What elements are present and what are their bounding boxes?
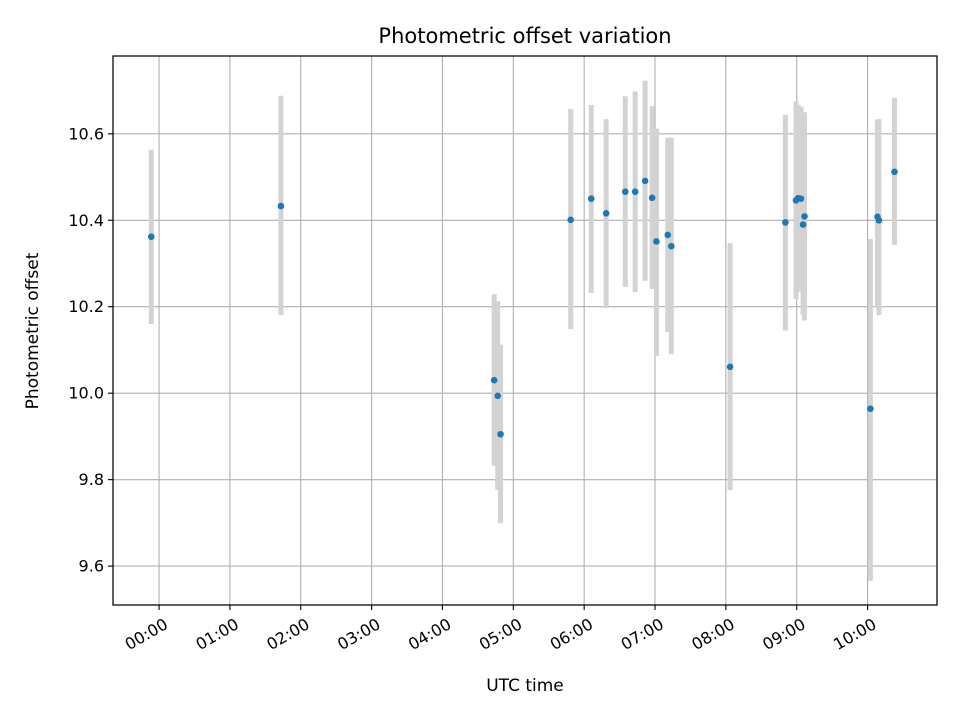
y-tick-label: 9.6 bbox=[79, 557, 104, 576]
data-point bbox=[799, 221, 807, 228]
y-tick-label: 9.8 bbox=[79, 470, 104, 489]
plot-frame bbox=[112, 55, 938, 606]
data-point bbox=[494, 392, 502, 400]
data-point bbox=[875, 216, 883, 224]
y-tick-label: 10.2 bbox=[68, 297, 104, 316]
data-point bbox=[782, 219, 789, 226]
data-point bbox=[490, 376, 498, 384]
data-point bbox=[497, 430, 504, 438]
x-axis-label: UTC time bbox=[486, 676, 564, 696]
data-point bbox=[648, 194, 656, 202]
data-point bbox=[653, 238, 660, 245]
data-point bbox=[668, 242, 675, 250]
data-point bbox=[277, 202, 285, 210]
y-axis: 9.6 9.8 10.0 10.2 10.4 10.6 bbox=[68, 124, 113, 576]
data-point bbox=[621, 188, 629, 196]
data-point bbox=[664, 231, 672, 239]
y-axis-label: Photometric offset bbox=[23, 252, 43, 409]
data-point bbox=[587, 195, 595, 202]
data-point bbox=[867, 405, 874, 413]
data-point bbox=[801, 213, 808, 220]
data-point bbox=[797, 195, 805, 202]
data-point bbox=[726, 363, 734, 371]
data-points bbox=[147, 168, 898, 438]
grid bbox=[113, 56, 937, 605]
y-tick-label: 10.0 bbox=[68, 384, 104, 403]
chart-title: Photometric offset variation bbox=[378, 24, 671, 48]
data-point bbox=[147, 233, 155, 240]
data-point bbox=[641, 177, 649, 185]
data-point bbox=[602, 210, 610, 217]
y-tick-label: 10.6 bbox=[68, 124, 104, 143]
y-tick-label: 10.4 bbox=[68, 211, 104, 230]
data-point bbox=[567, 216, 574, 224]
data-point bbox=[631, 188, 639, 196]
data-point bbox=[891, 168, 898, 176]
